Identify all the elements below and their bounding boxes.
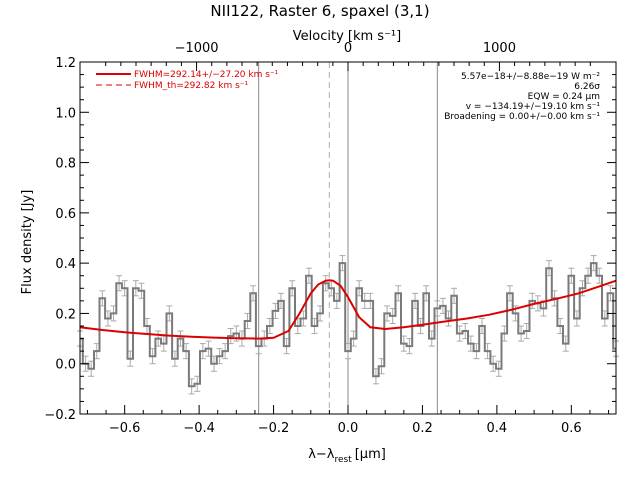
annotation-2: EQW = 0.24 μm [528,92,600,102]
fit-curve [79,279,617,340]
x-tick-label: −0.2 [258,421,290,436]
y-tick-label: 1.2 [55,56,76,71]
x-axis-label-main: λ−λ [308,447,335,462]
annotation-0: 5.57e−18+/−8.88e−19 W m⁻² [461,72,600,82]
top-tick-label: 0 [344,41,352,56]
x-tick-label: −0.4 [183,421,215,436]
flux-steps [80,262,616,388]
annotation-4: Broadening = 0.00+/−0.00 km s⁻¹ [444,112,600,122]
top-tick-label: 1000 [483,41,516,56]
annotation-1: 6.26σ [574,82,600,92]
y-tick-label: 0.4 [55,257,76,272]
y-tick-label: 0.0 [55,358,76,373]
y-tick-label: 0.8 [55,157,76,172]
x-axis-label-unit: [μm] [355,447,386,462]
x-tick-label: 0.0 [338,421,359,436]
top-tick-label: −1000 [175,41,219,56]
top-axis-label: Velocity [km s⁻¹] [293,29,401,44]
chart-title: NII122, Raster 6, spaxel (3,1) [210,2,429,20]
legend-label-1: FWHM_th=292.82 km s⁻¹ [134,81,249,91]
legend-label-0: FWHM=292.14+/−27.20 km s⁻¹ [134,70,279,80]
y-tick-label: −0.2 [44,408,76,423]
y-tick-label: 1.0 [55,106,76,121]
x-axis-label-sub: rest [334,455,352,465]
x-tick-label: −0.6 [109,421,141,436]
y-tick-label: 0.2 [55,307,76,322]
annotation-3: v = −134.19+/−19.10 km s⁻¹ [466,102,601,112]
y-tick-label: 0.6 [55,207,76,222]
x-tick-label: 0.6 [561,421,582,436]
x-axis-label: λ−λrest [μm] [308,447,386,465]
y-axis-label: Flux density [Jy] [20,190,35,295]
plot-area: −0.6 −0.4 −0.2 0.0 0.2 0.4 0.6 −1000 0 1000 −0.2 0.… [44,41,619,436]
x-tick-label: 0.2 [412,421,433,436]
x-tick-label: 0.4 [487,421,508,436]
